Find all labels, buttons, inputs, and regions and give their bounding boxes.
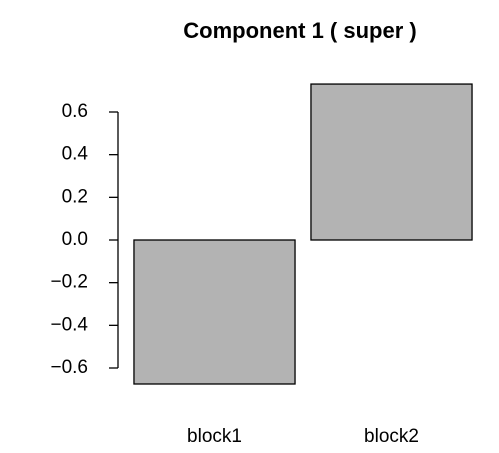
bar: [310, 83, 473, 241]
y-tick-label: 0.2: [62, 186, 88, 207]
x-tick-label: block2: [364, 426, 419, 447]
y-tick-label: 0.6: [62, 101, 88, 122]
y-tick-label: −0.2: [50, 272, 88, 293]
bar: [133, 239, 296, 385]
y-tick-label: −0.4: [50, 314, 88, 335]
chart-title: Component 1 ( super ): [183, 18, 416, 43]
y-tick-label: 0.4: [62, 144, 89, 165]
x-tick-label: block1: [187, 426, 242, 447]
y-tick-label: 0.0: [62, 229, 88, 250]
y-tick-label: −0.6: [50, 357, 88, 378]
